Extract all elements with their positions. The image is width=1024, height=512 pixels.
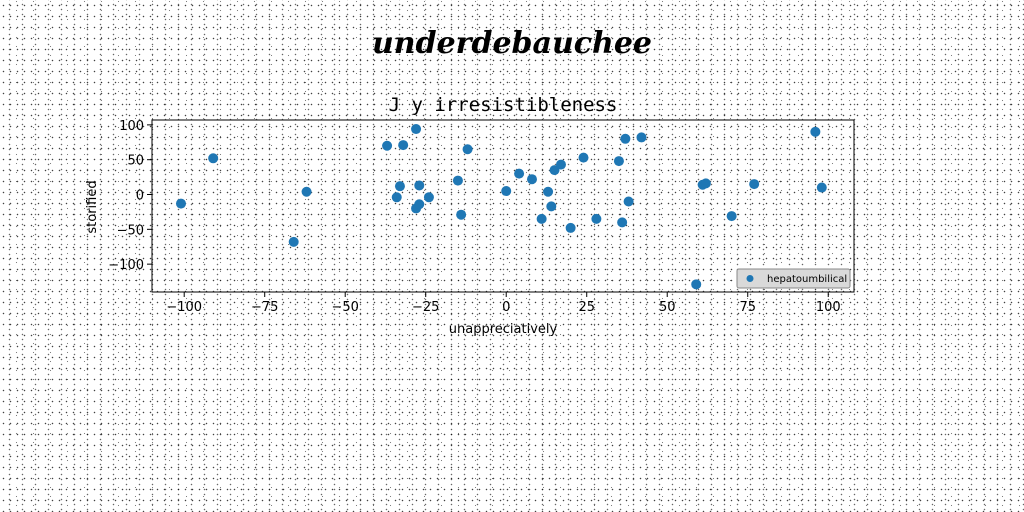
data-point (810, 126, 821, 137)
data-point (700, 178, 711, 189)
data-point (411, 124, 422, 135)
y-tick-label: 0 (136, 189, 144, 204)
data-point (565, 222, 576, 233)
data-point (555, 159, 566, 170)
y-tick-label: −100 (108, 258, 144, 273)
x-tick-label: 0 (502, 300, 510, 315)
data-point (617, 217, 628, 228)
x-tick-label: −50 (331, 300, 358, 315)
plot-frame (151, 119, 855, 293)
x-tick-label: 50 (659, 300, 676, 315)
x-axis-label: unappreciatively (449, 322, 558, 337)
data-point (620, 133, 631, 144)
data-point (462, 144, 473, 155)
data-point (501, 186, 512, 197)
data-point (623, 196, 634, 207)
data-point (636, 132, 647, 143)
data-point (514, 168, 525, 179)
data-point (208, 153, 219, 164)
figure-suptitle: underdebauchee (371, 26, 653, 61)
data-point (288, 236, 299, 247)
data-point (613, 156, 624, 167)
data-point (543, 186, 554, 197)
data-point (526, 174, 537, 185)
data-point (391, 192, 402, 203)
x-tick-label: 100 (816, 300, 841, 315)
chart-title: J y irresistibleness (389, 94, 618, 116)
data-point (591, 213, 602, 224)
x-tick-label: −100 (166, 300, 202, 315)
legend-label: hepatoumbilical (767, 274, 847, 285)
data-point (816, 182, 827, 193)
data-point (578, 152, 589, 163)
data-point (394, 181, 405, 192)
data-point (414, 199, 425, 210)
x-tick-label: −75 (251, 300, 278, 315)
x-tick-label: 25 (578, 300, 595, 315)
data-point (382, 140, 393, 151)
data-point (749, 179, 760, 190)
data-point (536, 213, 547, 224)
x-tick-label: 75 (739, 300, 756, 315)
y-tick-label: 50 (127, 154, 144, 169)
legend: hepatoumbilical (736, 268, 851, 289)
data-point (691, 279, 702, 290)
data-point (414, 180, 425, 191)
y-axis: −100 −50 0 50 100 (108, 119, 152, 273)
data-point (456, 209, 467, 220)
data-point (452, 175, 463, 186)
legend-marker (746, 275, 754, 282)
data-point (398, 140, 409, 151)
data-point (301, 186, 312, 197)
y-axis-label: storified (85, 180, 100, 233)
data-points (175, 124, 827, 290)
data-point (423, 192, 434, 203)
legend-box (736, 268, 851, 289)
data-point (175, 198, 186, 209)
data-point (546, 201, 557, 212)
y-tick-label: −50 (117, 223, 144, 238)
data-point (726, 211, 737, 222)
y-tick-label: 100 (119, 119, 144, 134)
x-tick-label: −25 (412, 300, 439, 315)
x-axis: −100 −75 −50 −25 0 25 50 75 100 (166, 292, 841, 315)
